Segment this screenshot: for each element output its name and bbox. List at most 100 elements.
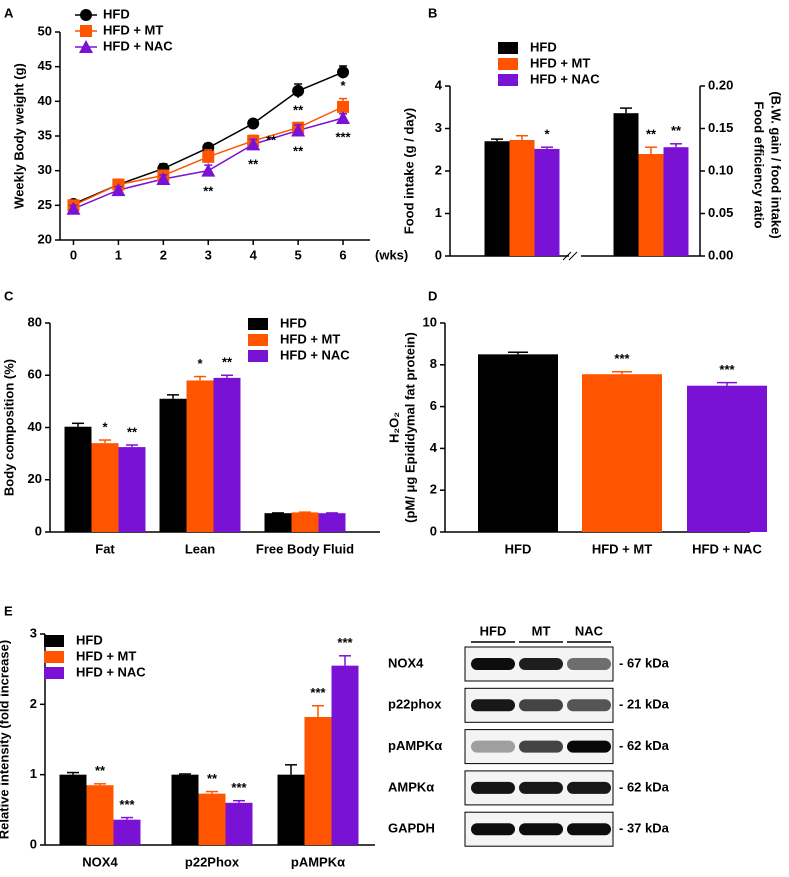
data-point xyxy=(66,201,81,215)
legend-swatch xyxy=(44,667,64,679)
data-point xyxy=(246,137,261,151)
bar xyxy=(318,513,346,532)
y-axis-title: Relative intensity (fold increase) xyxy=(0,640,11,839)
legend-label: HFD + MT xyxy=(103,22,163,37)
panel-letter: E xyxy=(4,603,13,618)
y-tick-label: 0 xyxy=(430,523,437,538)
bar xyxy=(534,148,560,256)
y-tick-label: 8 xyxy=(430,356,437,371)
data-point xyxy=(292,84,305,97)
legend-label: HFD xyxy=(76,632,103,647)
legend-swatch xyxy=(44,635,64,647)
panel-letter: B xyxy=(428,5,437,20)
legend-swatch xyxy=(498,42,518,54)
x-tick-label: 6 xyxy=(339,247,346,262)
significance-label: *** xyxy=(719,362,735,377)
x-tick-label: HFD xyxy=(505,541,532,556)
blot-band xyxy=(567,740,611,753)
y-tick-label: 4 xyxy=(430,440,438,455)
bar xyxy=(64,426,92,532)
row-size: - 62 kDa xyxy=(619,779,670,794)
bar xyxy=(613,113,639,256)
panel-letter: A xyxy=(4,5,14,20)
bar xyxy=(213,377,241,532)
significance-label: ** xyxy=(671,123,682,138)
bar xyxy=(264,513,292,532)
data-point xyxy=(337,66,350,79)
y-axis-title: H₂O₂ xyxy=(386,412,401,443)
panel-letter: D xyxy=(428,288,437,303)
legend-marker xyxy=(80,9,92,21)
bar xyxy=(291,512,319,532)
bar xyxy=(171,774,199,845)
y2-axis-title: Food efficiency ratio xyxy=(752,101,767,228)
significance-label: * xyxy=(341,78,347,93)
significance-label: * xyxy=(544,127,550,142)
row-size: - 37 kDa xyxy=(619,821,670,836)
x-tick-label: NOX4 xyxy=(82,854,118,869)
significance-label: ** xyxy=(222,355,233,370)
bar xyxy=(582,374,662,532)
row-label: AMPKα xyxy=(388,779,434,794)
y2-tick-label: 0.00 xyxy=(708,247,733,262)
legend-swatch xyxy=(248,318,268,330)
y-tick-label: 35 xyxy=(38,127,52,142)
x-tick-label: Lean xyxy=(185,541,215,556)
bar xyxy=(118,447,146,532)
bar xyxy=(484,141,510,256)
significance-label: ** xyxy=(248,157,259,172)
legend-swatch xyxy=(498,58,518,70)
legend-label: HFD + NAC xyxy=(530,71,600,86)
row-size: - 21 kDa xyxy=(619,697,670,712)
bar xyxy=(91,443,119,532)
data-point xyxy=(202,141,215,154)
significance-label: ** xyxy=(207,771,218,786)
y-tick-label: 2 xyxy=(430,482,437,497)
y-axis-title: Weekly Body weight (g) xyxy=(11,63,26,209)
legend-label: HFD + NAC xyxy=(103,38,173,53)
blot-band xyxy=(471,740,515,753)
x-tick-label: 1 xyxy=(115,247,122,262)
blot-band xyxy=(567,658,611,670)
y-tick-label: 10 xyxy=(423,314,437,329)
legend-marker xyxy=(80,25,92,37)
x-tick-label: 0 xyxy=(70,247,77,262)
y-tick-label: 2 xyxy=(30,696,37,711)
blot-band xyxy=(471,781,515,794)
y-tick-label: 4 xyxy=(435,77,443,92)
legend-label: HFD + MT xyxy=(530,55,590,70)
y2-tick-label: 0.05 xyxy=(708,205,733,220)
significance-label: *** xyxy=(231,780,247,795)
significance-label: ** xyxy=(95,763,106,778)
data-point xyxy=(247,117,260,130)
row-label: pAMPKα xyxy=(388,738,442,753)
bar xyxy=(59,774,87,845)
blot-band xyxy=(519,740,563,753)
bar xyxy=(331,665,359,845)
panel-letter: C xyxy=(4,288,14,303)
significance-label: *** xyxy=(614,351,630,366)
data-point xyxy=(202,150,215,163)
y-tick-label: 45 xyxy=(38,58,52,73)
y-tick-label: 1 xyxy=(30,766,37,781)
y-tick-label: 0 xyxy=(435,247,442,262)
legend-label: HFD + NAC xyxy=(76,664,146,679)
legend-swatch xyxy=(248,334,268,346)
x-tick-label: HFD + MT xyxy=(592,541,652,556)
bar xyxy=(663,147,689,256)
legend-label: HFD + MT xyxy=(280,331,340,346)
y-tick-label: 1 xyxy=(435,205,442,220)
x-tick-label: Free Body Fluid xyxy=(256,541,354,556)
y-tick-label: 25 xyxy=(38,197,52,212)
bar xyxy=(509,139,535,256)
x-tick-label: HFD + NAC xyxy=(692,541,762,556)
y2-tick-label: 0.20 xyxy=(708,77,733,92)
legend-label: HFD + NAC xyxy=(280,347,350,362)
x-tick-label: pAMPKα xyxy=(291,854,345,869)
significance-label: *** xyxy=(310,685,326,700)
significance-label: ** xyxy=(127,424,138,439)
bar xyxy=(478,354,558,532)
row-size: - 62 kDa xyxy=(619,738,670,753)
legend-swatch xyxy=(498,74,518,86)
legend-label: HFD xyxy=(530,39,557,54)
